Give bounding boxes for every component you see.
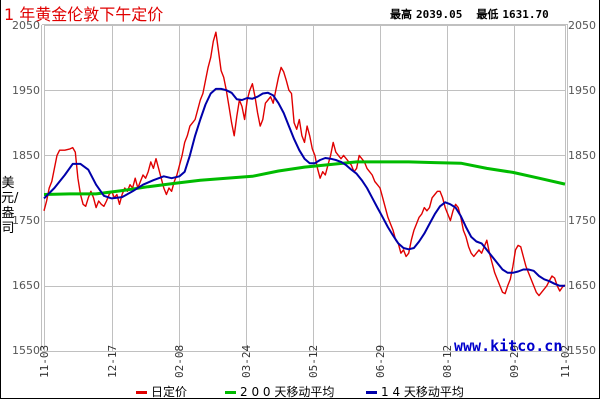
- high-low-summary: 最高 2039.05 最低 1631.70: [390, 6, 553, 22]
- legend-label: 日定价: [151, 385, 188, 399]
- x-tick: 03-24: [240, 344, 253, 378]
- grid-lines: [41, 24, 568, 352]
- series-lines: [43, 31, 566, 297]
- x-tick: 11-03: [38, 344, 51, 378]
- ma200-line: [43, 160, 566, 196]
- legend-label: 1 4 天移动平均: [381, 385, 464, 399]
- y-tick-left: 1550: [12, 344, 40, 357]
- low-label: 最低: [476, 8, 499, 21]
- y-tick-left: 1950: [12, 84, 40, 97]
- high-label: 最高: [390, 8, 412, 21]
- y-axis-label: 美元/盎司: [1, 176, 19, 236]
- y-tick-right: 1650: [568, 279, 596, 292]
- legend-label: 2 0 0 天移动平均: [240, 385, 335, 399]
- y-tick-right: 1950: [568, 84, 596, 97]
- y-tick-right: 1550: [568, 344, 596, 357]
- watermark: www.kitco.cn: [454, 337, 563, 355]
- x-tick: 05-12: [307, 344, 320, 378]
- daily-price-line: [43, 31, 566, 297]
- legend-swatch-red: [136, 391, 147, 394]
- legend-item-daily: 日定价: [136, 383, 187, 400]
- x-tick: 02-08: [173, 344, 186, 378]
- y-tick-left: 2050: [12, 19, 40, 32]
- y-tick-right: 1850: [568, 149, 596, 162]
- x-tick: 08-12: [441, 344, 454, 378]
- y-tick-left: 1850: [12, 149, 40, 162]
- high-value: 2039.05: [416, 8, 463, 21]
- legend-item-ma14: 1 4 天移动平均: [366, 383, 464, 400]
- x-tick: 06-29: [374, 344, 387, 378]
- legend-swatch-blue: [366, 391, 377, 394]
- legend: 日定价 2 0 0 天移动平均 1 4 天移动平均: [0, 383, 600, 399]
- y-tick-right: 1750: [568, 214, 596, 227]
- y-tick-left: 1750: [12, 214, 40, 227]
- y-tick-left: 1650: [12, 279, 40, 292]
- chart-title: 1 年黄金伦敦下午定价: [4, 5, 164, 24]
- legend-swatch-green: [225, 391, 236, 394]
- low-value: 1631.70: [502, 8, 549, 21]
- x-tick: 12-17: [106, 344, 119, 378]
- legend-item-ma200: 2 0 0 天移动平均: [225, 383, 334, 400]
- ma14-line: [43, 87, 565, 287]
- y-tick-right: 2050: [568, 19, 596, 32]
